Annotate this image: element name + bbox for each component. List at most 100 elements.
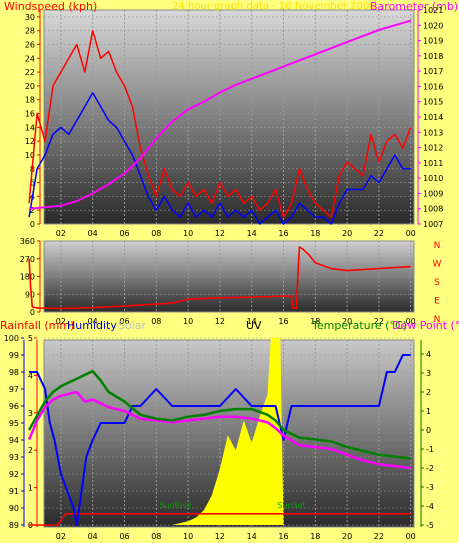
barometer-tick-label: 1007 [423, 220, 443, 229]
compass-label: N [434, 315, 441, 325]
barometer-tick-label: 1021 [423, 6, 443, 15]
barometer-tick-label: 1015 [423, 98, 443, 107]
barometer-tick-label: 1010 [423, 174, 443, 183]
x-tick-label: 16 [278, 317, 288, 326]
x-tick-label: 12 [215, 229, 225, 238]
x-tick-label: 06 [119, 532, 129, 541]
humidity-tick-label: 97 [9, 385, 19, 394]
wind-direction-series [28, 246, 411, 310]
x-tick-label: 10 [183, 229, 193, 238]
windspeed-tick-label: 2 [30, 206, 35, 215]
temperature-tick-label: 3 [426, 369, 431, 378]
x-tick-label: 10 [183, 317, 193, 326]
x-tick-label: 14 [247, 317, 257, 326]
windspeed-tick-label: 30 [25, 13, 35, 22]
barometer-tick-label: 1008 [423, 205, 443, 214]
temperature-tick-label: -3 [426, 483, 434, 492]
barometer-series [29, 19, 411, 210]
windspeed-tick-label: 16 [25, 110, 35, 119]
humidity-tick-label: 90 [9, 504, 19, 513]
humidity-legend: Humidity [67, 319, 117, 332]
humidity-tick-label: 96 [9, 402, 19, 411]
barometer-tick-label: 1013 [423, 128, 443, 137]
x-tick-label: 20 [342, 229, 352, 238]
barometer-tick-label: 1019 [423, 37, 443, 46]
rainfall-tick-label: 4 [28, 371, 33, 380]
chart-title: 24 hour graph data - 10 November 2008 [172, 1, 376, 12]
x-tick-label: 22 [374, 229, 384, 238]
compass-label: W [433, 260, 442, 270]
windspeed-tick-label: 28 [25, 27, 35, 36]
barometer-tick-label: 1014 [423, 113, 443, 122]
x-tick-label: 20 [342, 532, 352, 541]
barometer-tick-label: 1018 [423, 52, 443, 61]
windspeed-tick-label: 18 [25, 96, 35, 105]
x-tick-label: 12 [215, 317, 225, 326]
rainfall-legend: Rainfall (mm) [0, 319, 75, 332]
x-tick-label: 08 [151, 317, 161, 326]
x-tick-label: 02 [56, 532, 66, 541]
x-tick-label: 10 [183, 532, 193, 541]
gust-series [28, 92, 411, 225]
temperature-tick-label: -2 [426, 464, 434, 473]
x-tick-label: 04 [88, 532, 98, 541]
x-tick-label: 00 [406, 532, 416, 541]
barometer-tick-label: 1009 [423, 189, 443, 198]
dewpoint-legend: Dew Point (°C) [392, 319, 459, 332]
x-tick-label: 18 [310, 317, 320, 326]
x-tick-label: 08 [151, 532, 161, 541]
plot-area-0 [44, 10, 414, 224]
x-tick-label: 14 [247, 532, 257, 541]
humidity-tick-label: 95 [9, 419, 19, 428]
direction-tick-label: 360 [20, 237, 35, 246]
x-tick-label: 22 [374, 317, 384, 326]
temperature-tick-label: 2 [426, 388, 431, 397]
humidity-tick-label: 99 [9, 351, 19, 360]
windspeed-tick-label: 20 [25, 82, 35, 91]
humidity-tick-label: 98 [9, 368, 19, 377]
x-tick-label: 02 [56, 317, 66, 326]
x-tick-label: 16 [278, 532, 288, 541]
x-tick-label: 06 [119, 317, 129, 326]
plot-border-2 [43, 339, 415, 528]
temperature-tick-label: 1 [426, 407, 431, 416]
barometer-tick-label: 1017 [423, 67, 443, 76]
humidity-tick-label: 92 [9, 470, 19, 479]
rainfall-series [29, 512, 411, 526]
rainfall-tick-label: 1 [28, 484, 33, 493]
rainfall-tick-label: 5 [28, 334, 33, 343]
dewpoint-series [27, 390, 411, 470]
sunset-label: SunSet [277, 501, 305, 510]
uv-legend: UV [246, 319, 262, 332]
rainfall-tick-label: 3 [28, 409, 33, 418]
barometer-tick-label: 1011 [423, 159, 443, 168]
humidity-tick-label: 89 [9, 521, 19, 530]
direction-tick-label: 90 [25, 290, 35, 299]
direction-tick-label: 270 [20, 255, 35, 264]
compass-label: N [434, 241, 441, 251]
temperature-tick-label: -1 [426, 445, 434, 454]
humidity-tick-label: 100 [4, 334, 19, 343]
windspeed-tick-label: 22 [25, 68, 35, 77]
windspeed-tick-label: 0 [30, 220, 35, 229]
x-tick-label: 16 [278, 229, 288, 238]
windspeed-tick-label: 14 [25, 123, 35, 132]
x-tick-label: 02 [56, 229, 66, 238]
grid-2 [60, 340, 412, 527]
windspeed-tick-label: 10 [25, 151, 35, 160]
direction-tick-label: 180 [20, 273, 35, 282]
x-tick-label: 00 [406, 317, 416, 326]
humidity-series [29, 354, 411, 526]
sunrise-label: SunRise [159, 501, 191, 510]
solar-legend: Solar [118, 319, 147, 332]
x-tick-label: 04 [88, 229, 98, 238]
barometer-axis-label: Barometer (mb) [370, 0, 459, 13]
barometer-tick-label: 1012 [423, 144, 443, 153]
temperature-tick-label: 0 [426, 426, 431, 435]
temperature-tick-label: -4 [426, 502, 434, 511]
rainfall-tick-label: 2 [28, 446, 33, 455]
windspeed-tick-label: 6 [30, 179, 35, 188]
direction-tick-label: 0 [30, 308, 35, 317]
x-tick-label: 14 [247, 229, 257, 238]
barometer-tick-label: 1020 [423, 21, 443, 30]
